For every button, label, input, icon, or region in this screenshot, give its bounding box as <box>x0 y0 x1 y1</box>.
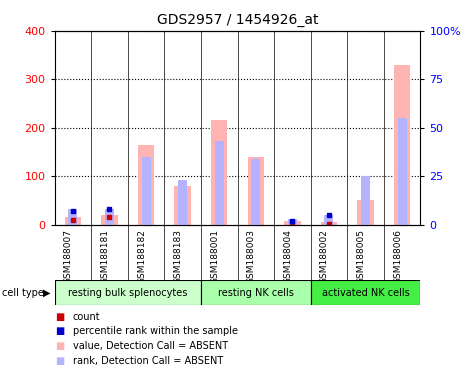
Text: GSM188181: GSM188181 <box>101 229 109 284</box>
Text: rank, Detection Call = ABSENT: rank, Detection Call = ABSENT <box>73 356 223 366</box>
Text: count: count <box>73 312 100 322</box>
Text: ■: ■ <box>55 341 64 351</box>
Text: GSM188004: GSM188004 <box>284 229 293 284</box>
Bar <box>398 118 407 225</box>
Bar <box>201 280 311 305</box>
Bar <box>321 222 337 225</box>
Text: resting bulk splenocytes: resting bulk splenocytes <box>68 288 188 298</box>
Bar <box>284 221 301 225</box>
Text: GDS2957 / 1454926_at: GDS2957 / 1454926_at <box>157 13 318 27</box>
Text: GSM188182: GSM188182 <box>137 229 146 284</box>
Bar <box>65 217 81 225</box>
Bar <box>215 141 224 225</box>
Text: GSM188001: GSM188001 <box>210 229 219 284</box>
Text: cell type: cell type <box>2 288 44 298</box>
Bar <box>211 121 228 225</box>
Text: value, Detection Call = ABSENT: value, Detection Call = ABSENT <box>73 341 228 351</box>
Bar <box>178 180 187 225</box>
Text: GSM188003: GSM188003 <box>247 229 256 284</box>
Text: GSM188183: GSM188183 <box>174 229 182 284</box>
Bar <box>288 219 297 225</box>
Text: ■: ■ <box>55 312 64 322</box>
Bar <box>138 145 154 225</box>
Bar <box>324 215 333 225</box>
Text: GSM188005: GSM188005 <box>357 229 366 284</box>
Text: resting NK cells: resting NK cells <box>218 288 294 298</box>
Bar <box>174 186 191 225</box>
Text: ■: ■ <box>55 326 64 336</box>
Bar <box>394 65 410 225</box>
Text: ■: ■ <box>55 356 64 366</box>
Bar <box>251 159 260 225</box>
Bar <box>142 157 151 225</box>
Bar <box>68 209 77 225</box>
Bar <box>357 200 374 225</box>
Text: percentile rank within the sample: percentile rank within the sample <box>73 326 238 336</box>
Bar <box>101 215 118 225</box>
Text: ▶: ▶ <box>43 288 50 298</box>
Text: GSM188006: GSM188006 <box>393 229 402 284</box>
Bar <box>361 176 370 225</box>
Text: GSM188007: GSM188007 <box>64 229 73 284</box>
Bar <box>105 209 114 225</box>
Bar <box>55 280 201 305</box>
Text: activated NK cells: activated NK cells <box>322 288 409 298</box>
Bar <box>247 157 264 225</box>
Bar <box>311 280 420 305</box>
Text: GSM188002: GSM188002 <box>320 229 329 284</box>
